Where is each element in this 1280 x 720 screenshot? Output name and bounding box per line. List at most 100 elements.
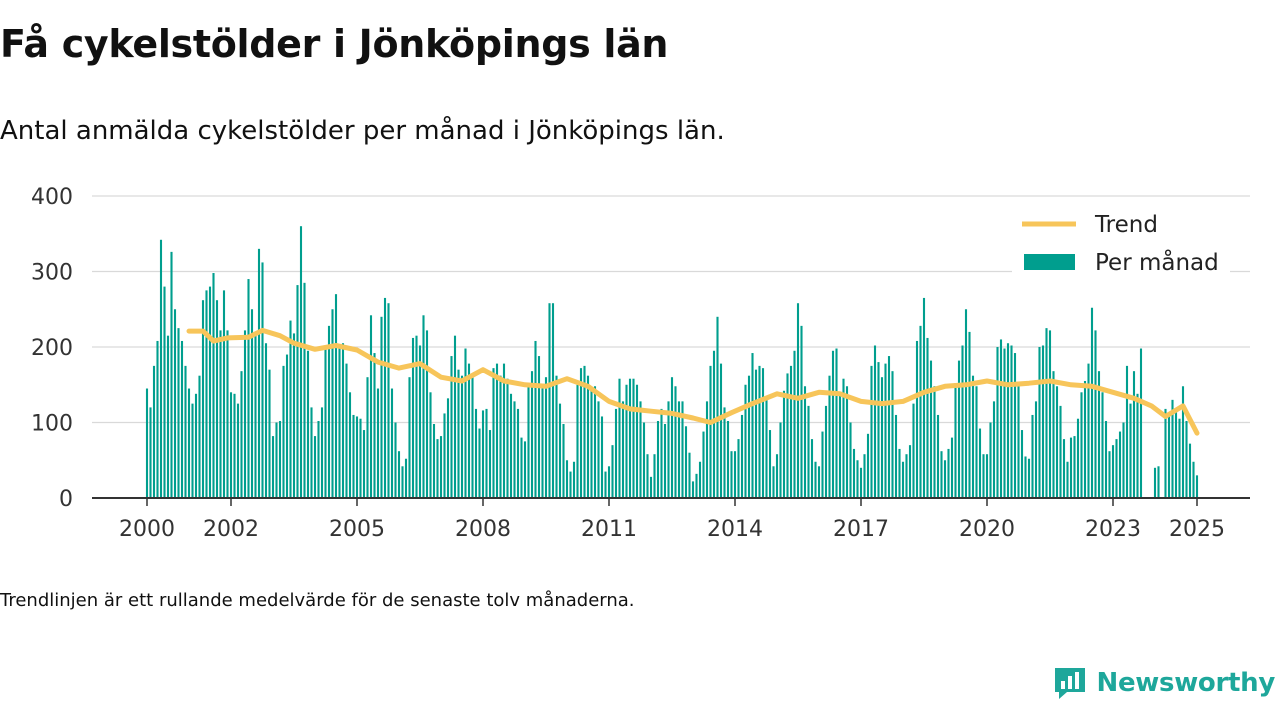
- bar: [201, 300, 205, 498]
- bar: [681, 401, 684, 498]
- bar: [593, 386, 597, 498]
- bar: [516, 408, 520, 498]
- bar: [649, 476, 653, 498]
- bar: [611, 445, 614, 498]
- bar: [513, 401, 516, 498]
- bar: [733, 451, 737, 498]
- bar: [590, 388, 593, 498]
- bar: [1027, 458, 1031, 498]
- bar: [926, 337, 929, 498]
- bar: [639, 401, 642, 498]
- x-tick-label: 2005: [329, 517, 385, 542]
- bar: [1108, 451, 1111, 498]
- bar: [187, 388, 191, 498]
- bar: [600, 416, 604, 498]
- bar: [565, 460, 569, 498]
- bar: [614, 408, 618, 498]
- bar: [873, 345, 877, 498]
- bar: [236, 403, 240, 498]
- bar: [933, 386, 936, 498]
- bar: [411, 337, 415, 498]
- bar: [814, 461, 817, 498]
- bar: [866, 433, 870, 498]
- bar: [712, 350, 716, 498]
- bar: [327, 325, 331, 498]
- bar: [705, 401, 709, 498]
- bar: [859, 467, 863, 498]
- bar: [653, 454, 656, 498]
- bar: [621, 401, 625, 498]
- bar: [408, 377, 411, 498]
- bar: [1069, 437, 1073, 498]
- bar: [656, 420, 660, 498]
- bar: [737, 439, 740, 498]
- bar: [586, 375, 590, 498]
- bar: [271, 436, 275, 498]
- bar: [1087, 363, 1090, 498]
- bar: [884, 363, 887, 498]
- bar: [579, 368, 583, 498]
- bar-line-chart: 0 100 200 300 400 2000 2002 2005 2008 2011 2014 201…: [31, 185, 1250, 542]
- bar: [1192, 461, 1195, 498]
- bar: [1139, 348, 1143, 498]
- bar: [950, 437, 954, 498]
- legend-trend-label: Trend: [1094, 212, 1158, 238]
- bar: [152, 365, 156, 498]
- bar: [299, 226, 303, 498]
- bar: [1006, 343, 1010, 498]
- y-tick-label: 300: [31, 261, 73, 286]
- bar: [880, 377, 884, 498]
- bar: [1094, 330, 1097, 498]
- bar: [779, 422, 782, 498]
- bar: [604, 471, 607, 498]
- bar: [821, 431, 824, 498]
- bar: [989, 422, 992, 498]
- bar: [499, 375, 502, 498]
- bar: [852, 448, 856, 498]
- bar: [282, 365, 285, 498]
- bar: [810, 439, 814, 498]
- bar: [1178, 418, 1181, 498]
- bar: [257, 248, 261, 498]
- bar: [1122, 422, 1125, 498]
- bar: [835, 348, 838, 498]
- x-tick-label: 2020: [959, 517, 1015, 542]
- x-tick-label: 2023: [1085, 517, 1141, 542]
- bar: [1045, 328, 1048, 498]
- bar: [1195, 475, 1199, 498]
- bar: [789, 365, 793, 498]
- bar: [306, 350, 310, 498]
- bar: [828, 375, 831, 498]
- bar: [198, 375, 201, 498]
- bar: [891, 371, 894, 498]
- bar: [397, 451, 401, 498]
- bar: [481, 410, 485, 498]
- bar: [394, 422, 397, 498]
- bar: [320, 407, 324, 498]
- bar: [1013, 353, 1017, 498]
- bar: [943, 460, 947, 498]
- bar: [443, 413, 446, 498]
- bar: [625, 384, 628, 498]
- bar: [1076, 418, 1080, 498]
- bar: [509, 393, 513, 498]
- chart-subtitle: Antal anmälda cykelstölder per månad i J…: [0, 116, 725, 146]
- bar: [954, 383, 957, 498]
- bar: [982, 454, 985, 498]
- bar: [355, 416, 359, 498]
- bar: [730, 451, 733, 498]
- brand-logo: Newsworthy: [1053, 666, 1275, 700]
- bar: [453, 335, 457, 498]
- bar: [1174, 408, 1178, 498]
- bar: [247, 279, 250, 498]
- bar: [233, 393, 236, 498]
- bar: [607, 466, 611, 498]
- bar: [1136, 393, 1139, 498]
- bar: [670, 377, 674, 498]
- bar: [597, 401, 600, 498]
- bar: [450, 356, 453, 498]
- bar: [401, 466, 404, 498]
- bar: [180, 340, 184, 498]
- bar: [173, 309, 177, 498]
- chart-title: Få cykelstölder i Jönköpings län: [0, 22, 669, 66]
